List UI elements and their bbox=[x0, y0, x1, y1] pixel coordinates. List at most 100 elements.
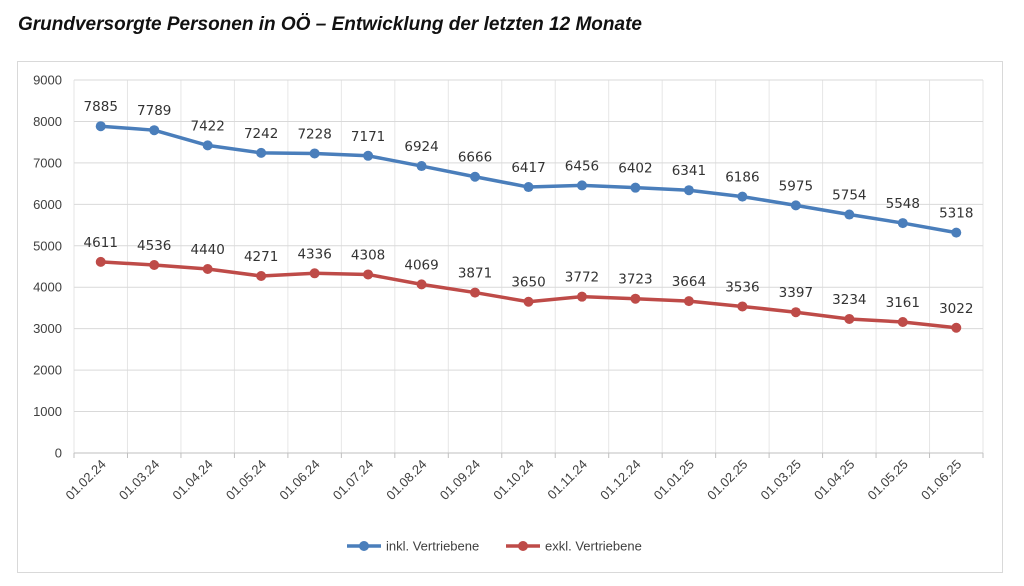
data-label: 4336 bbox=[297, 246, 331, 262]
data-label: 3022 bbox=[939, 301, 973, 317]
data-point bbox=[470, 287, 481, 298]
data-label: 4611 bbox=[84, 235, 118, 251]
data-label: 4536 bbox=[137, 238, 171, 254]
data-label: 7422 bbox=[190, 118, 224, 134]
data-point bbox=[416, 161, 427, 172]
x-tick-label: 01.10.24 bbox=[490, 457, 536, 503]
x-tick-label: 01.03.25 bbox=[758, 457, 804, 503]
y-tick-label: 5000 bbox=[33, 238, 62, 253]
data-label: 4069 bbox=[404, 257, 438, 273]
data-label: 3772 bbox=[565, 270, 599, 286]
x-tick-label: 01.05.24 bbox=[223, 457, 269, 503]
data-label: 6456 bbox=[565, 158, 599, 174]
data-point bbox=[790, 200, 801, 211]
x-tick-label: 01.02.25 bbox=[704, 457, 750, 503]
data-label: 6402 bbox=[618, 161, 652, 177]
data-label: 3234 bbox=[832, 292, 866, 308]
x-tick-label: 01.12.24 bbox=[597, 457, 643, 503]
y-tick-label: 2000 bbox=[33, 363, 62, 378]
series-line-2 bbox=[98, 260, 959, 330]
legend-marker bbox=[359, 541, 369, 551]
data-point bbox=[790, 307, 801, 318]
data-point bbox=[363, 150, 374, 161]
data-point bbox=[149, 125, 160, 136]
x-tick-label: 01.08.24 bbox=[383, 457, 429, 503]
data-point bbox=[897, 316, 908, 327]
data-point bbox=[309, 148, 320, 159]
x-tick-label: 01.11.24 bbox=[544, 457, 590, 503]
data-point bbox=[737, 191, 748, 202]
x-tick-label: 01.04.25 bbox=[811, 457, 857, 503]
data-label: 7242 bbox=[244, 126, 278, 142]
data-point bbox=[256, 147, 267, 158]
data-point bbox=[523, 182, 534, 193]
data-point bbox=[630, 293, 641, 304]
y-tick-label: 4000 bbox=[33, 280, 62, 295]
data-label: 3650 bbox=[511, 275, 545, 291]
data-point bbox=[416, 279, 427, 290]
data-label: 5975 bbox=[779, 178, 813, 194]
x-tick-label: 01.06.24 bbox=[276, 457, 322, 503]
x-tick-label: 01.03.24 bbox=[116, 457, 162, 503]
data-label: 6341 bbox=[672, 163, 706, 179]
series-line-1 bbox=[98, 124, 959, 235]
data-label: 6666 bbox=[458, 150, 492, 166]
data-point bbox=[576, 180, 587, 191]
data-point bbox=[470, 171, 481, 182]
data-label: 3871 bbox=[458, 266, 492, 282]
data-point bbox=[576, 291, 587, 302]
data-point bbox=[951, 322, 962, 333]
x-tick-label: 01.05.25 bbox=[865, 457, 911, 503]
data-label: 6924 bbox=[404, 139, 438, 155]
data-label: 4440 bbox=[190, 242, 224, 258]
y-tick-label: 1000 bbox=[33, 404, 62, 419]
data-point bbox=[683, 296, 694, 307]
data-point bbox=[630, 182, 641, 193]
data-label: 7789 bbox=[137, 103, 171, 119]
data-point bbox=[95, 121, 106, 132]
data-point bbox=[737, 301, 748, 312]
data-point bbox=[256, 270, 267, 281]
data-label: 5754 bbox=[832, 188, 866, 204]
data-point bbox=[202, 263, 213, 274]
data-label: 4308 bbox=[351, 247, 385, 263]
legend-label: exkl. Vertriebene bbox=[545, 539, 642, 554]
x-tick-label: 01.06.25 bbox=[918, 457, 964, 503]
data-label: 3397 bbox=[779, 285, 813, 301]
data-label: 3723 bbox=[618, 272, 652, 288]
data-label: 7228 bbox=[297, 126, 331, 142]
x-tick-label: 01.09.24 bbox=[437, 457, 483, 503]
data-point bbox=[149, 260, 160, 271]
y-tick-label: 7000 bbox=[33, 155, 62, 170]
data-point bbox=[683, 185, 694, 196]
legend-label: inkl. Vertriebene bbox=[386, 539, 479, 554]
y-tick-label: 0 bbox=[55, 446, 62, 461]
data-label: 5318 bbox=[939, 206, 973, 222]
data-label: 7171 bbox=[351, 129, 385, 145]
x-tick-label: 01.02.24 bbox=[62, 457, 108, 503]
data-label: 3536 bbox=[725, 279, 759, 295]
data-point bbox=[897, 218, 908, 229]
data-label: 5548 bbox=[886, 196, 920, 212]
data-point bbox=[363, 269, 374, 280]
x-tick-label: 01.07.24 bbox=[330, 457, 376, 503]
data-label: 3664 bbox=[672, 274, 706, 290]
data-point bbox=[95, 256, 106, 267]
data-point bbox=[202, 140, 213, 151]
y-tick-label: 8000 bbox=[33, 114, 62, 129]
data-label: 6417 bbox=[511, 160, 545, 176]
data-point bbox=[309, 268, 320, 279]
y-tick-label: 9000 bbox=[33, 73, 62, 88]
chart-title: Grundversorgte Personen in OÖ – Entwickl… bbox=[18, 14, 642, 35]
y-tick-label: 6000 bbox=[33, 197, 62, 212]
data-label: 3161 bbox=[886, 295, 920, 311]
legend-marker bbox=[518, 541, 528, 551]
x-tick-label: 01.01.25 bbox=[651, 457, 697, 503]
y-tick-label: 3000 bbox=[33, 321, 62, 336]
data-point bbox=[844, 313, 855, 324]
x-tick-label: 01.04.24 bbox=[169, 457, 215, 503]
data-point bbox=[951, 227, 962, 238]
data-label: 6186 bbox=[725, 170, 759, 186]
data-point bbox=[844, 209, 855, 220]
